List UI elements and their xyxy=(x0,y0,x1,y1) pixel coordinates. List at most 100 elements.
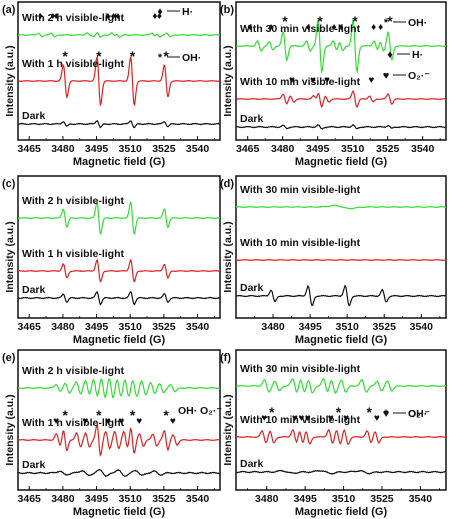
series-line-1 xyxy=(235,204,447,210)
plot-frame xyxy=(235,175,447,319)
x-tick-label: 3525 xyxy=(373,321,397,333)
x-axis-label: Magnetic field (G) xyxy=(295,156,388,168)
x-tick-label: 3525 xyxy=(152,321,176,333)
peak-marker: ♥ xyxy=(136,416,142,427)
legend-species: OH· xyxy=(178,405,197,417)
x-tick-label: 3510 xyxy=(341,143,365,155)
panel-label: (f) xyxy=(220,352,231,364)
legend-species: O₂·⁻ xyxy=(408,70,430,82)
series-line-3 xyxy=(235,284,447,307)
peak-marker: ♦ xyxy=(50,11,55,22)
x-tick-label: 3495 xyxy=(306,143,330,155)
peak-marker: ♦ xyxy=(331,22,336,33)
peak-marker: ♦ xyxy=(157,11,162,22)
series-label: With 2 h visible-light xyxy=(22,195,124,207)
peak-marker: ♦ xyxy=(378,22,383,33)
x-axis-label: Magnetic field (G) xyxy=(73,156,166,168)
peak-marker: * xyxy=(96,407,102,423)
series-label: With 30 min visible-light xyxy=(240,23,361,35)
chart-panel-2: 3465 3480 3495 3510 3525 3540 (b) Magnetic fiel… xyxy=(220,1,447,168)
peak-marker: ♥ xyxy=(298,413,304,424)
peak-marker: * xyxy=(387,13,393,29)
series-label: With 1 h visible-light xyxy=(22,417,124,429)
series-label: Dark xyxy=(22,284,46,296)
peak-marker: * xyxy=(366,404,372,420)
peak-marker: * xyxy=(163,407,169,423)
peak-marker: ♦ xyxy=(115,11,120,22)
x-tick-label: 3465 xyxy=(18,493,42,505)
x-tick-label: 3540 xyxy=(186,321,210,333)
legend-species: H· xyxy=(412,49,423,61)
x-tick-label: 3465 xyxy=(236,143,260,155)
y-axis-label: Intensity (a.u.) xyxy=(4,221,16,292)
x-tick-label: 3465 xyxy=(18,321,42,333)
series-label: With 1 h visible-light xyxy=(22,248,124,260)
panel-label: (c) xyxy=(2,178,16,190)
peak-marker: * xyxy=(163,48,169,64)
legend-symbol: ♥ xyxy=(383,70,390,82)
legend-symbol: ♦ xyxy=(387,49,393,61)
legend-symbol: ♥ xyxy=(383,408,390,420)
peak-marker: * xyxy=(62,407,68,423)
x-tick-label: 3480 xyxy=(51,493,75,505)
legend-species: OH· xyxy=(408,408,427,420)
series-label: With 10 min visible-light xyxy=(240,237,361,249)
peak-marker: ♥ xyxy=(289,75,295,86)
x-tick-label: 3480 xyxy=(255,493,279,505)
series-line-2 xyxy=(17,54,221,107)
peak-marker: * xyxy=(96,48,102,64)
chart-panel-3: 3465 3480 3495 3510 3525 3540 (c) Magnetic fiel… xyxy=(2,175,221,346)
peak-marker: ♦ xyxy=(111,11,116,22)
series-label: With 30 min visible-light xyxy=(240,184,361,196)
series-line-2 xyxy=(235,258,447,262)
x-tick-label: 3540 xyxy=(409,493,433,505)
x-tick-label: 3525 xyxy=(152,493,176,505)
x-tick-label: 3480 xyxy=(271,143,295,155)
x-tick-label: 3525 xyxy=(152,143,176,155)
plot-frame xyxy=(17,175,221,319)
x-axis-label: Magnetic field (G) xyxy=(73,506,166,518)
x-tick-label: 3510 xyxy=(332,493,356,505)
legend-symbol: ♦ xyxy=(157,6,163,18)
x-tick-label: 3480 xyxy=(51,321,75,333)
plot-frame xyxy=(17,1,221,141)
peak-marker: ♦ xyxy=(338,22,343,33)
peak-marker: ♦ xyxy=(247,22,252,33)
peak-marker: ♥ xyxy=(374,413,380,424)
series-label: With 2 h visible-light xyxy=(22,365,124,377)
x-tick-label: 3510 xyxy=(119,493,143,505)
x-tick-label: 3495 xyxy=(85,493,109,505)
legend-symbol: * xyxy=(384,408,389,420)
x-tick-label: 3495 xyxy=(85,143,109,155)
panel-label: (d) xyxy=(220,178,234,190)
x-tick-label: 3525 xyxy=(376,143,400,155)
peak-marker: ♦ xyxy=(54,11,59,22)
plot-frame xyxy=(235,1,447,141)
series-label: Dark xyxy=(240,458,264,470)
peak-marker: ♦ xyxy=(371,22,376,33)
legend-species: OH· xyxy=(408,17,427,29)
x-axis-label: Magnetic field (G) xyxy=(295,334,388,346)
x-tick-label: 3495 xyxy=(293,493,317,505)
peak-marker: ♥ xyxy=(82,416,88,427)
peak-marker: * xyxy=(269,404,275,420)
x-tick-label: 3495 xyxy=(298,321,322,333)
x-tick-label: 3525 xyxy=(370,493,394,505)
panel-label: (b) xyxy=(220,4,234,16)
chart-panel-6: 3480 3495 3510 3525 3540 (f) Magnetic field (G… xyxy=(220,349,447,518)
chart-panel-5: 3465 3480 3495 3510 3525 3540 (e) Magnetic fiel… xyxy=(2,349,222,518)
legend-species: H· xyxy=(182,6,193,18)
series-line-2 xyxy=(235,89,447,108)
series-line-2 xyxy=(17,258,221,283)
x-tick-label: 3540 xyxy=(186,493,210,505)
series-line-3 xyxy=(17,119,221,129)
y-axis-label: Intensity (a.u.) xyxy=(222,394,234,465)
peak-marker: ♥ xyxy=(53,416,59,427)
series-line-3 xyxy=(235,469,447,475)
series-line-3 xyxy=(17,290,221,306)
peak-marker: * xyxy=(282,13,288,29)
series-line-3 xyxy=(17,468,221,478)
y-axis-label: Intensity (a.u.) xyxy=(4,394,16,465)
plot-frame xyxy=(17,349,221,491)
series-label: Dark xyxy=(240,282,264,294)
